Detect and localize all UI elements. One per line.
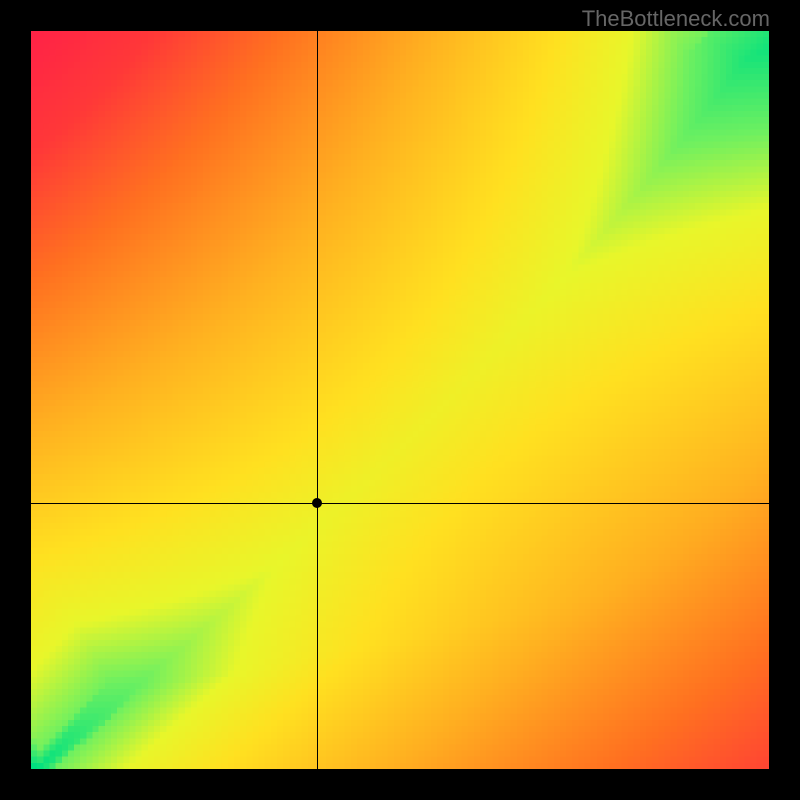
crosshair-marker (312, 498, 322, 508)
crosshair-horizontal (31, 503, 769, 504)
crosshair-vertical (317, 31, 318, 769)
heatmap-plot (31, 31, 769, 769)
heatmap-canvas (31, 31, 769, 769)
watermark-text: TheBottleneck.com (582, 6, 770, 32)
